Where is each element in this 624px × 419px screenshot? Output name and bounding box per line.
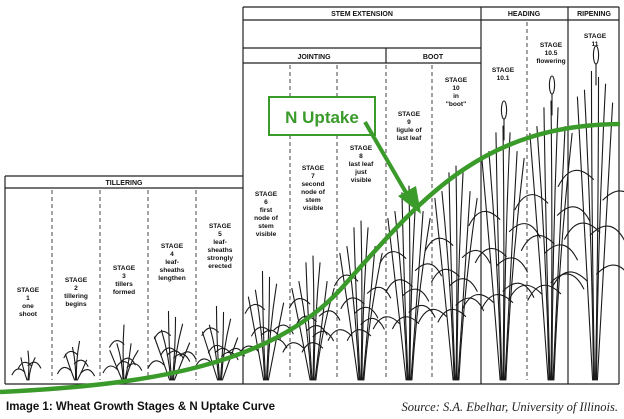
stage-label-line: 9 (407, 119, 411, 126)
stage-label-line: 10.5 (545, 50, 558, 57)
n-uptake-label-box (268, 96, 376, 136)
wheat-plant-7 (282, 255, 341, 381)
wheat-plant-4 (147, 310, 197, 381)
wheat-plant-6 (238, 270, 294, 381)
stage-label-line: stem (305, 197, 321, 204)
stage-label-1: STAGE 1 one shoot (17, 287, 40, 318)
diagram-frame (4, 6, 620, 385)
stage-label-line: node of (254, 215, 279, 222)
n-uptake-label: N Uptake (285, 108, 359, 127)
header-tillering: TILLERING (106, 180, 143, 187)
stage-label-line: ligule of (396, 127, 422, 134)
stage-label-line: STAGE (445, 77, 468, 84)
header-jointing: JOINTING (297, 54, 331, 61)
stage-label-8: STAGE 8 last leaf just visible (349, 145, 374, 184)
n-uptake-arrow-shaft (363, 120, 410, 198)
stage-label-line: 2 (74, 285, 78, 292)
stage-label-line: STAGE (209, 223, 232, 230)
stage-label-line: "boot" (446, 101, 467, 108)
stage-label-line: flowering (536, 58, 565, 65)
header-boot: BOOT (423, 54, 444, 61)
wheat-plant-5 (195, 305, 245, 381)
wheat-plant-11 (462, 100, 541, 381)
stage-label-line: STAGE (302, 165, 325, 172)
wheat-plant-12 (508, 75, 591, 381)
stage-label-line: 4 (170, 251, 174, 258)
stage-label-line: node of (301, 189, 326, 196)
stage-label-line: just (354, 169, 368, 176)
stage-label-line: second (301, 181, 324, 188)
stage-label-13: STAGE 11 (584, 33, 607, 48)
stage-label-line: sheaths (208, 247, 233, 254)
stage-label-line: 10 (452, 85, 460, 92)
source-credit: Source: S.A. Ebelhar, University of Illi… (401, 400, 618, 414)
n-uptake-curve (0, 121, 621, 395)
stage-label-line: visible (256, 231, 277, 238)
stage-label-6: STAGE 6 first node of stem visible (254, 191, 279, 238)
wheat-plant-2 (57, 340, 95, 381)
stage-label-line: begins (65, 301, 87, 308)
stage-label-line: last leaf (397, 135, 422, 142)
wheat-plant-8 (327, 220, 392, 381)
stage-label-line: 3 (122, 273, 126, 280)
stage-label-line: STAGE (17, 287, 40, 294)
stage-label-7: STAGE 7 second node of stem visible (301, 165, 326, 212)
wheat-plant-10 (418, 165, 491, 381)
stage-label-line: STAGE (584, 33, 607, 40)
stage-label-line: leaf- (213, 239, 227, 246)
stage-label-line: 1 (26, 295, 30, 302)
stage-label-line: 11 (592, 41, 599, 48)
stage-label-line: visible (303, 205, 324, 212)
stage-label-line: strongly (207, 255, 233, 262)
stage-label-line: leaf- (165, 259, 179, 266)
stage-label-line: one (22, 303, 34, 310)
header-heading: HEADING (508, 11, 541, 18)
stage-label-line: lengthen (158, 275, 185, 282)
stage-label-line: first (260, 207, 273, 214)
stage-label-line: tillering (64, 293, 88, 300)
stage-dividers (51, 22, 528, 380)
stage-label-line: visible (351, 177, 372, 184)
stage-label-line: in (453, 93, 459, 100)
wheat-plant-drawings (11, 45, 624, 381)
stage-label-line: shoot (19, 311, 38, 318)
stage-label-line: STAGE (65, 277, 88, 284)
stage-label-5: STAGE 5 leaf-sheaths strongly erected (207, 223, 233, 270)
stage-label-line: tillers (115, 281, 133, 288)
stage-label-line: stem (258, 223, 274, 230)
stage-label-11: STAGE 10.1 (492, 67, 515, 82)
stage-label-line: STAGE (255, 191, 278, 198)
n-uptake-arrow-head (398, 186, 421, 214)
stage-label-12: STAGE 10.5 flowering (536, 42, 565, 65)
stage-label-line: 6 (264, 199, 268, 206)
stage-label-line: STAGE (350, 145, 373, 152)
stage-label-line: 10.1 (497, 75, 510, 82)
stage-label-line: STAGE (398, 111, 421, 118)
stage-label-line: 5 (218, 231, 222, 238)
stage-label-line: STAGE (540, 42, 563, 49)
stage-label-line: last leaf (349, 161, 374, 168)
stage-label-line: erected (208, 263, 231, 270)
stage-label-line: STAGE (161, 243, 184, 250)
wheat-plant-3 (102, 324, 143, 381)
wheat-plant-9 (372, 185, 442, 381)
stage-label-9: STAGE 9 ligule of last leaf (396, 111, 422, 142)
header-stem-extension: STEM EXTENSION (331, 11, 393, 18)
stage-label-line: STAGE (492, 67, 515, 74)
stage-label-line: 8 (359, 153, 363, 160)
stage-label-4: STAGE 4 leaf-sheaths lengthen (158, 243, 185, 282)
stage-label-line: formed (113, 289, 135, 296)
wheat-plant-13 (551, 45, 624, 381)
figure-caption: Image 1: Wheat Growth Stages & N Uptake … (6, 401, 276, 413)
stage-label-line: sheaths (160, 267, 185, 274)
header-ripening: RIPENING (577, 11, 611, 18)
stage-label-2: STAGE 2 tillering begins (64, 277, 88, 308)
wheat-plant-1 (11, 350, 42, 381)
stage-label-10: STAGE 10 in "boot" (445, 77, 468, 108)
stage-label-3: STAGE 3 tillers formed (113, 265, 136, 296)
stage-label-line: 7 (311, 173, 315, 180)
stage-label-line: STAGE (113, 265, 136, 272)
